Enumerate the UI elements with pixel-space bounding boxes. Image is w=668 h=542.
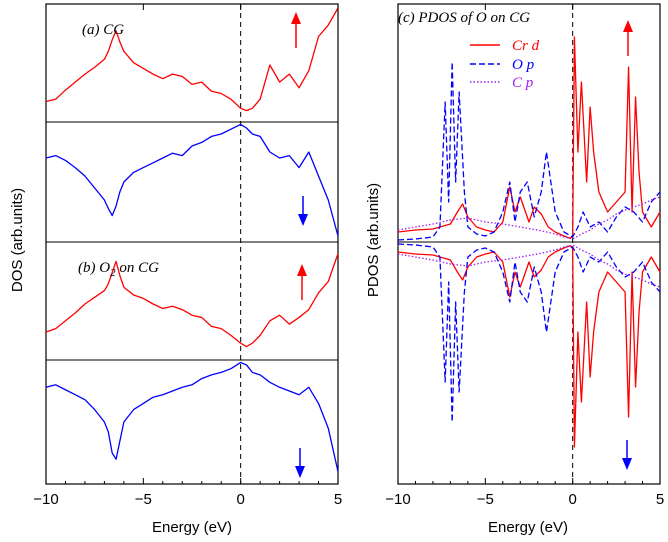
series-line-a-spin-down [45, 123, 339, 237]
x-tick-label-right: 0 [568, 491, 576, 508]
spin-down-arrow-c [622, 440, 632, 470]
panel-c-title: (c) PDOS of O on CG [398, 10, 530, 26]
spin-up-arrow-a [291, 12, 301, 48]
spin-down-arrow-b [295, 448, 305, 478]
panel-b-title-rest: on CG [116, 260, 160, 276]
x-tick-label-left: −5 [135, 491, 152, 508]
series-line-c-p-up [397, 196, 661, 240]
y-axis-label-right: PDOS (arb.units) [365, 183, 382, 297]
y-axis-label-left: DOS (arb.units) [9, 188, 26, 292]
legend-label-c-p: C p [512, 75, 534, 91]
pdos-plot: −10 −5 0 5 [385, 3, 664, 508]
legend-label-cr-d: Cr d [512, 38, 540, 54]
series-line-cr-d-up [397, 36, 661, 239]
series-line-o-p-up [397, 61, 661, 241]
series-line-o-p-down [397, 243, 661, 423]
x-tick-label-left: 5 [334, 491, 342, 508]
series-line-a-spin-up [45, 7, 339, 112]
spin-down-arrow-a [298, 196, 308, 226]
series-line-b-spin-up [45, 253, 339, 348]
spin-up-arrow-c [623, 20, 633, 56]
x-tick-label-left: −10 [33, 491, 58, 508]
dos-plot-frame [45, 3, 339, 485]
x-axis-label-right: Energy (eV) [488, 519, 568, 536]
panel-b-title: (b) O2 on CG [78, 260, 159, 279]
panel-b-title-sub: 2 [110, 267, 116, 279]
series-line-cr-d-down [397, 245, 661, 448]
legend-label-o-p: O p [512, 57, 535, 73]
x-tick-label-right: −10 [385, 491, 410, 508]
x-axis-label-left: Energy (eV) [152, 519, 232, 536]
x-tick-label-left: 0 [236, 491, 244, 508]
series-line-b-spin-down [45, 361, 339, 472]
x-tick-label-right: 5 [656, 491, 664, 508]
legend: Cr d O p C p [470, 38, 540, 91]
series-line-c-p-down [397, 244, 661, 288]
x-tick-label-right: −5 [477, 491, 494, 508]
panel-a-title: (a) CG [82, 22, 124, 38]
panel-b-title-main: (b) O [78, 260, 110, 276]
spin-up-arrow-b [297, 264, 307, 300]
spin-arrows [291, 12, 633, 478]
dos-plot: −10 −5 0 5 [33, 3, 342, 508]
